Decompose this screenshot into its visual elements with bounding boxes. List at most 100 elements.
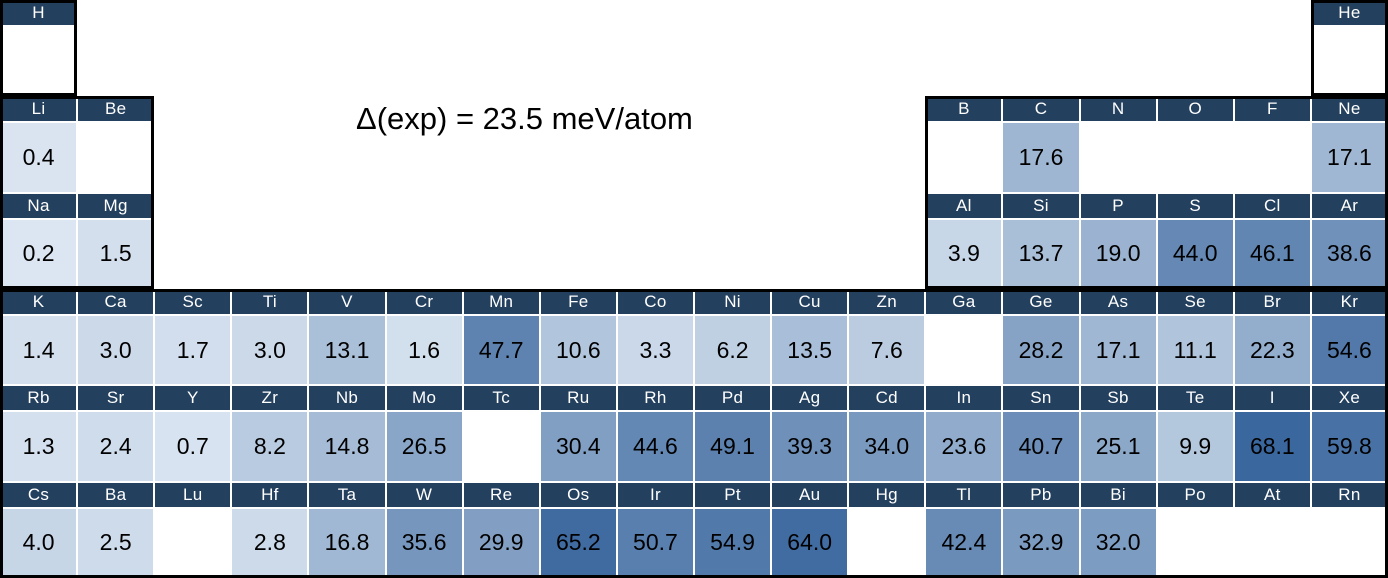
element-value: 54.6 xyxy=(1311,316,1387,385)
element-value: 26.5 xyxy=(386,412,462,481)
element-tile-c: C 17.6 xyxy=(1003,97,1079,192)
element-value xyxy=(1157,123,1233,192)
element-value: 1.7 xyxy=(155,316,231,385)
element-tile-ne: Ne 17.1 xyxy=(1311,97,1387,192)
element-tile-lu: Lu xyxy=(155,482,231,577)
element-tile-p: P 19.0 xyxy=(1080,193,1156,288)
element-tile-h: H xyxy=(1,1,77,96)
element-tile-he: He xyxy=(1311,1,1387,96)
element-tile-ar: Ar 38.6 xyxy=(1311,193,1387,288)
element-symbol: O xyxy=(1157,97,1233,124)
element-symbol: He xyxy=(1311,1,1387,27)
element-tile-ag: Ag 39.3 xyxy=(772,386,848,481)
element-tile-mo: Mo 26.5 xyxy=(386,386,462,481)
element-value xyxy=(926,316,1002,385)
element-value: 49.1 xyxy=(695,412,771,481)
element-value xyxy=(1234,123,1310,192)
element-symbol: Re xyxy=(463,482,539,509)
element-tile-y: Y 0.7 xyxy=(155,386,231,481)
element-value: 11.1 xyxy=(1157,316,1233,385)
element-tile-f: F xyxy=(1234,97,1310,192)
element-value xyxy=(926,123,1002,192)
element-symbol: Ga xyxy=(926,290,1002,316)
element-tile-rb: Rb 1.3 xyxy=(1,386,77,481)
element-value: 65.2 xyxy=(540,508,616,577)
element-symbol: Bi xyxy=(1080,482,1156,509)
element-value: 25.1 xyxy=(1080,412,1156,481)
element-tile-i: I 68.1 xyxy=(1234,386,1310,481)
element-value: 3.9 xyxy=(926,219,1002,288)
element-symbol: At xyxy=(1234,482,1310,509)
element-symbol: Al xyxy=(926,193,1002,220)
element-tile-o: O xyxy=(1157,97,1233,192)
element-value: 30.4 xyxy=(540,412,616,481)
element-value: 54.9 xyxy=(695,508,771,577)
element-tile-se: Se 11.1 xyxy=(1157,290,1233,385)
element-symbol: Lu xyxy=(155,482,231,509)
element-value: 32.0 xyxy=(1080,508,1156,577)
element-tile-ca: Ca 3.0 xyxy=(78,290,154,385)
element-tile-nb: Nb 14.8 xyxy=(309,386,385,481)
element-symbol: Rh xyxy=(617,386,693,413)
element-tile-sb: Sb 25.1 xyxy=(1080,386,1156,481)
element-value: 34.0 xyxy=(849,412,925,481)
element-value: 1.6 xyxy=(386,316,462,385)
element-value: 22.3 xyxy=(1234,316,1310,385)
element-symbol: Sn xyxy=(1003,386,1079,413)
element-value xyxy=(849,508,925,577)
element-tile-re: Re 29.9 xyxy=(463,482,539,577)
element-value: 1.4 xyxy=(1,316,77,385)
element-value: 10.6 xyxy=(540,316,616,385)
element-symbol: S xyxy=(1157,193,1233,220)
element-tile-cu: Cu 13.5 xyxy=(772,290,848,385)
element-tile-bi: Bi 32.0 xyxy=(1080,482,1156,577)
element-symbol: I xyxy=(1234,386,1310,413)
element-value xyxy=(1,27,77,96)
element-symbol: Hf xyxy=(232,482,308,509)
element-symbol: Sb xyxy=(1080,386,1156,413)
element-tile-te: Te 9.9 xyxy=(1157,386,1233,481)
element-value: 4.0 xyxy=(1,508,77,577)
element-tile-sn: Sn 40.7 xyxy=(1003,386,1079,481)
element-symbol: Ir xyxy=(617,482,693,509)
element-tile-tl: Tl 42.4 xyxy=(926,482,1002,577)
element-value: 44.0 xyxy=(1157,219,1233,288)
element-tile-os: Os 65.2 xyxy=(540,482,616,577)
element-tile-mg: Mg 1.5 xyxy=(78,193,154,288)
element-tile-na: Na 0.2 xyxy=(1,193,77,288)
element-value: 28.2 xyxy=(1003,316,1079,385)
element-value xyxy=(155,508,231,577)
element-symbol: Cd xyxy=(849,386,925,413)
element-symbol: Te xyxy=(1157,386,1233,413)
element-value xyxy=(78,123,154,192)
element-value: 16.8 xyxy=(309,508,385,577)
element-symbol: Pb xyxy=(1003,482,1079,509)
element-value: 1.3 xyxy=(1,412,77,481)
element-value: 2.8 xyxy=(232,508,308,577)
element-value: 13.5 xyxy=(772,316,848,385)
element-tile-s: S 44.0 xyxy=(1157,193,1233,288)
element-tile-ba: Ba 2.5 xyxy=(78,482,154,577)
element-symbol: Ti xyxy=(232,290,308,316)
chart-title: Δ(exp) = 23.5 meV/atom xyxy=(356,101,693,136)
element-tile-kr: Kr 54.6 xyxy=(1311,290,1387,385)
element-tile-al: Al 3.9 xyxy=(926,193,1002,288)
element-value: 8.2 xyxy=(232,412,308,481)
element-value: 59.8 xyxy=(1311,412,1387,481)
element-symbol: Se xyxy=(1157,290,1233,316)
element-symbol: Sc xyxy=(155,290,231,316)
element-symbol: W xyxy=(386,482,462,509)
element-value: 9.9 xyxy=(1157,412,1233,481)
element-value xyxy=(463,412,539,481)
element-symbol: Br xyxy=(1234,290,1310,316)
element-symbol: Zn xyxy=(849,290,925,316)
element-symbol: Tc xyxy=(463,386,539,413)
element-symbol: Li xyxy=(1,97,77,124)
element-symbol: C xyxy=(1003,97,1079,124)
element-value: 17.1 xyxy=(1080,316,1156,385)
element-symbol: P xyxy=(1080,193,1156,220)
element-tile-ta: Ta 16.8 xyxy=(309,482,385,577)
element-tile-fe: Fe 10.6 xyxy=(540,290,616,385)
element-tile-cl: Cl 46.1 xyxy=(1234,193,1310,288)
